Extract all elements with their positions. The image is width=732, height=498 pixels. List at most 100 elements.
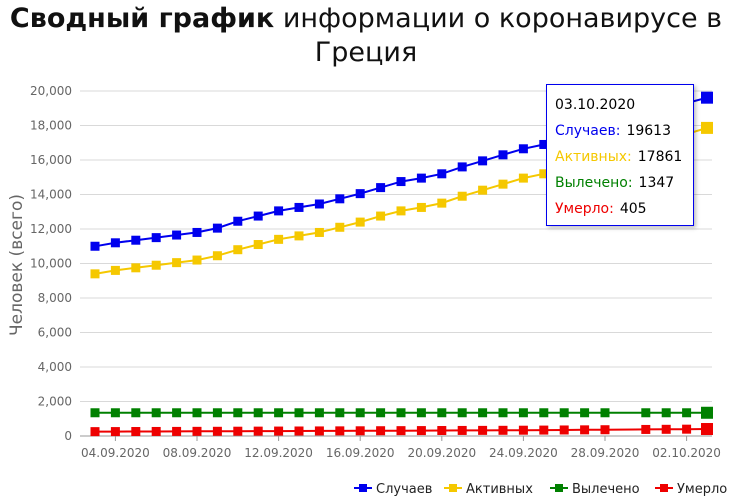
data-point[interactable] bbox=[151, 260, 161, 270]
data-point[interactable] bbox=[355, 408, 365, 418]
data-point[interactable] bbox=[376, 426, 386, 436]
data-point[interactable] bbox=[90, 427, 100, 437]
data-point[interactable] bbox=[701, 121, 713, 134]
data-point[interactable] bbox=[416, 408, 426, 418]
data-point[interactable] bbox=[233, 245, 243, 255]
data-point[interactable] bbox=[274, 408, 284, 418]
data-point[interactable] bbox=[253, 211, 263, 221]
data-point[interactable] bbox=[335, 194, 345, 204]
data-point[interactable] bbox=[682, 424, 692, 434]
data-point[interactable] bbox=[376, 183, 386, 193]
data-point[interactable] bbox=[131, 263, 141, 273]
data-point[interactable] bbox=[90, 269, 100, 279]
data-point[interactable] bbox=[396, 206, 406, 216]
data-point[interactable] bbox=[90, 241, 100, 251]
data-point[interactable] bbox=[253, 408, 263, 418]
data-point[interactable] bbox=[151, 426, 161, 436]
data-point[interactable] bbox=[701, 423, 713, 436]
data-point[interactable] bbox=[274, 234, 284, 244]
data-point[interactable] bbox=[376, 408, 386, 418]
data-point[interactable] bbox=[131, 408, 141, 418]
data-point[interactable] bbox=[539, 408, 549, 418]
data-point[interactable] bbox=[110, 238, 120, 248]
data-point[interactable] bbox=[498, 150, 508, 160]
data-point[interactable] bbox=[518, 144, 528, 154]
data-point[interactable] bbox=[701, 91, 713, 104]
data-point[interactable] bbox=[335, 426, 345, 436]
data-point[interactable] bbox=[212, 426, 222, 436]
data-point[interactable] bbox=[253, 240, 263, 250]
data-point[interactable] bbox=[396, 426, 406, 436]
data-point[interactable] bbox=[600, 408, 610, 418]
data-point[interactable] bbox=[559, 408, 569, 418]
data-point[interactable] bbox=[110, 427, 120, 437]
data-point[interactable] bbox=[335, 408, 345, 418]
legend-item[interactable]: Активных bbox=[444, 482, 533, 497]
data-point[interactable] bbox=[457, 162, 467, 172]
data-point[interactable] bbox=[518, 173, 528, 183]
data-point[interactable] bbox=[478, 408, 488, 418]
data-point[interactable] bbox=[661, 408, 671, 418]
data-point[interactable] bbox=[559, 425, 569, 435]
data-point[interactable] bbox=[416, 426, 426, 436]
data-point[interactable] bbox=[518, 425, 528, 435]
data-point[interactable] bbox=[335, 222, 345, 232]
data-point[interactable] bbox=[212, 251, 222, 261]
data-point[interactable] bbox=[314, 408, 324, 418]
data-point[interactable] bbox=[478, 425, 488, 435]
data-point[interactable] bbox=[518, 408, 528, 418]
data-point[interactable] bbox=[355, 217, 365, 227]
data-point[interactable] bbox=[151, 233, 161, 243]
data-point[interactable] bbox=[355, 189, 365, 199]
data-point[interactable] bbox=[376, 211, 386, 221]
data-point[interactable] bbox=[437, 408, 447, 418]
data-point[interactable] bbox=[539, 169, 549, 179]
data-point[interactable] bbox=[539, 139, 549, 149]
data-point[interactable] bbox=[661, 424, 671, 434]
data-point[interactable] bbox=[110, 408, 120, 418]
data-point[interactable] bbox=[274, 206, 284, 216]
legend-item[interactable]: Вылечено bbox=[550, 482, 640, 497]
data-point[interactable] bbox=[437, 198, 447, 208]
data-point[interactable] bbox=[192, 227, 202, 237]
data-point[interactable] bbox=[437, 169, 447, 179]
data-point[interactable] bbox=[294, 426, 304, 436]
data-point[interactable] bbox=[682, 408, 692, 418]
data-point[interactable] bbox=[641, 408, 651, 418]
data-point[interactable] bbox=[478, 185, 488, 195]
legend-item[interactable]: Случаев bbox=[354, 482, 432, 497]
data-point[interactable] bbox=[233, 408, 243, 418]
legend-item[interactable]: Умерло bbox=[655, 482, 727, 497]
data-point[interactable] bbox=[131, 235, 141, 245]
data-point[interactable] bbox=[294, 231, 304, 241]
data-point[interactable] bbox=[641, 424, 651, 434]
data-point[interactable] bbox=[457, 425, 467, 435]
data-point[interactable] bbox=[172, 426, 182, 436]
data-point[interactable] bbox=[314, 426, 324, 436]
data-point[interactable] bbox=[90, 408, 100, 418]
data-point[interactable] bbox=[212, 223, 222, 233]
data-point[interactable] bbox=[253, 426, 263, 436]
data-point[interactable] bbox=[539, 425, 549, 435]
data-point[interactable] bbox=[172, 408, 182, 418]
data-point[interactable] bbox=[294, 408, 304, 418]
data-point[interactable] bbox=[498, 425, 508, 435]
data-point[interactable] bbox=[233, 216, 243, 226]
data-point[interactable] bbox=[294, 202, 304, 212]
data-point[interactable] bbox=[172, 258, 182, 268]
data-point[interactable] bbox=[396, 408, 406, 418]
data-point[interactable] bbox=[192, 408, 202, 418]
data-point[interactable] bbox=[172, 230, 182, 240]
data-point[interactable] bbox=[151, 408, 161, 418]
data-point[interactable] bbox=[478, 156, 488, 166]
data-point[interactable] bbox=[701, 406, 713, 419]
data-point[interactable] bbox=[580, 408, 590, 418]
data-point[interactable] bbox=[274, 426, 284, 436]
data-point[interactable] bbox=[212, 408, 222, 418]
data-point[interactable] bbox=[233, 426, 243, 436]
data-point[interactable] bbox=[355, 426, 365, 436]
data-point[interactable] bbox=[457, 408, 467, 418]
data-point[interactable] bbox=[600, 425, 610, 435]
data-point[interactable] bbox=[457, 191, 467, 201]
data-point[interactable] bbox=[131, 427, 141, 437]
